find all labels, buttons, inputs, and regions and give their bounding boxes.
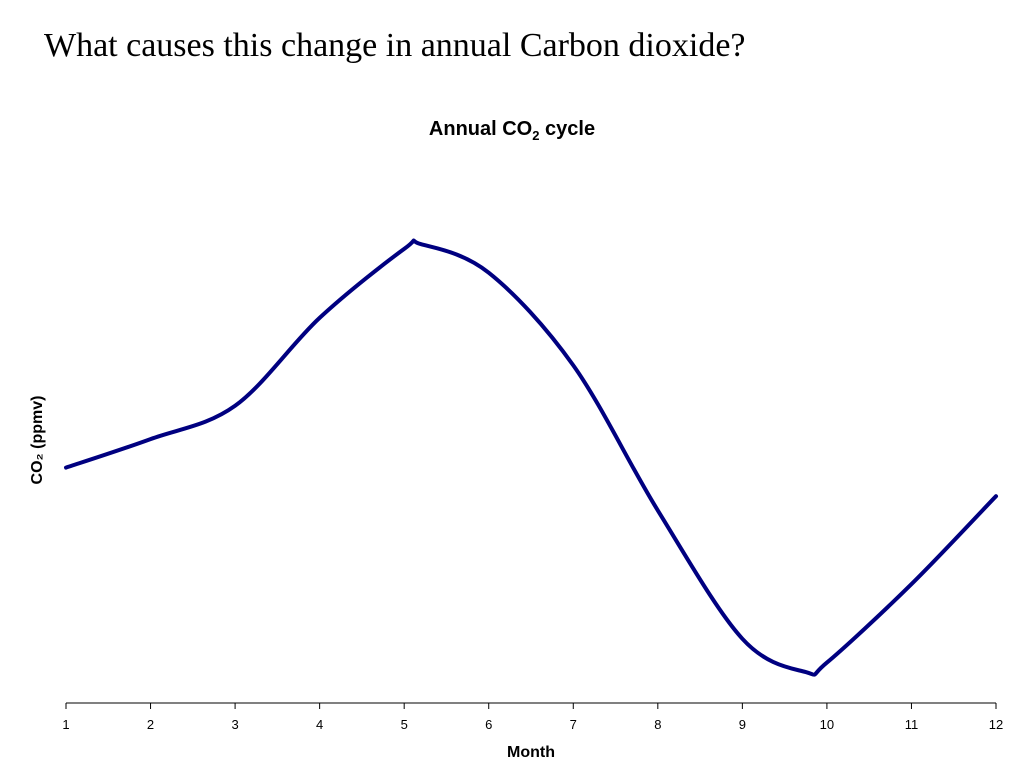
x-tick-label-4: 4 [316,717,323,732]
x-tick-label-10: 10 [820,717,834,732]
x-tick-label-11: 11 [905,717,919,732]
chart-title: Annual CO2 cycle [429,118,595,143]
x-tick-label-1: 1 [62,717,69,732]
x-tick-label-5: 5 [401,717,408,732]
x-tick-label-9: 9 [739,717,746,732]
x-tick-label-8: 8 [654,717,661,732]
x-tick-label-6: 6 [485,717,492,732]
x-tick-label-7: 7 [570,717,577,732]
x-tick-labels: 1 2 3 4 5 6 7 8 9 10 11 12 [62,717,1003,732]
chart-title-suffix: cycle [539,118,595,140]
chart-title-subscript: 2 [532,128,539,143]
x-tick-label-12: 12 [989,717,1003,732]
x-tick-label-3: 3 [231,717,238,732]
y-axis-label: CO₂ (ppmv) [29,396,46,485]
co2-series-line [64,238,998,677]
x-axis-label: Month [507,744,555,761]
x-ticks [65,703,997,709]
slide-title: What causes this change in annual Carbon… [44,27,746,64]
chart-title-prefix: Annual CO [429,118,532,140]
x-tick-label-2: 2 [147,717,154,732]
